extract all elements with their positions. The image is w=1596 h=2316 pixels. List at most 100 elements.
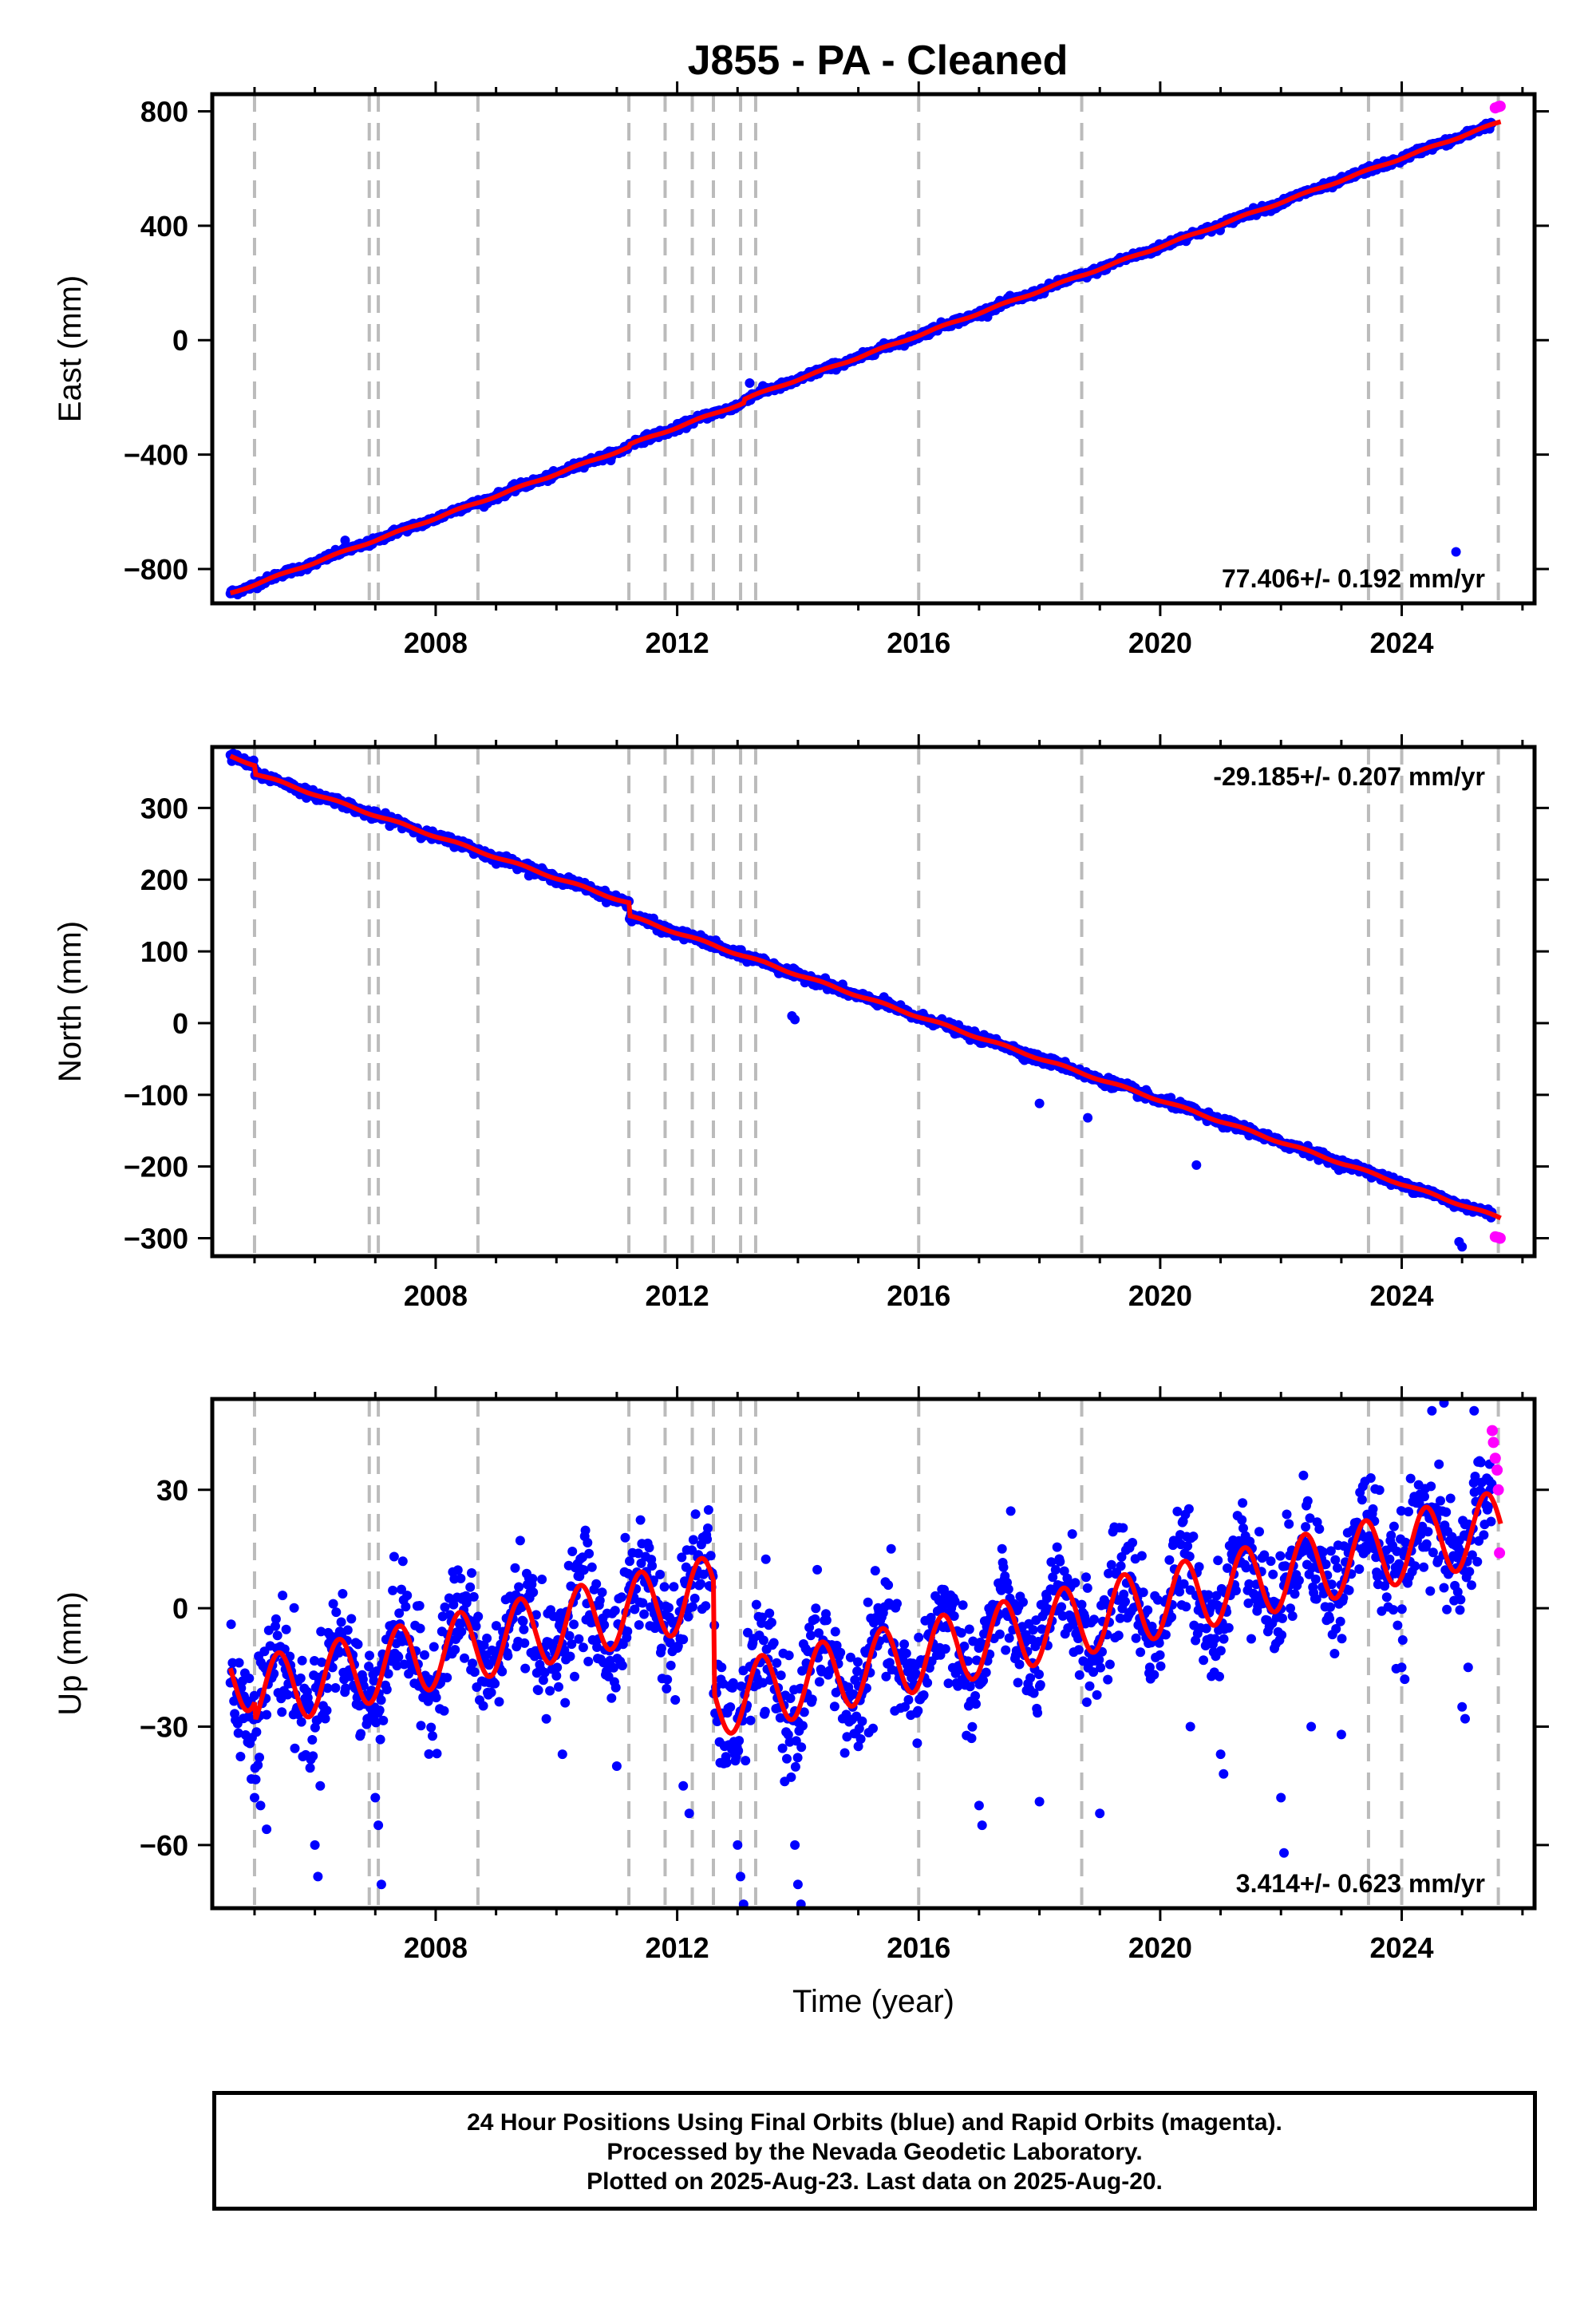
chart-title: J855 - PA - Cleaned	[687, 38, 1069, 84]
up-point-407	[520, 1663, 531, 1674]
up-point-842	[836, 1647, 846, 1658]
up-point-191	[364, 1662, 374, 1672]
north-y-tick-label-6: 300	[140, 792, 188, 824]
up-point-375	[497, 1666, 508, 1677]
up-point-405	[519, 1624, 529, 1634]
up-point-38	[253, 1760, 263, 1770]
up-point-1282	[1154, 1638, 1164, 1648]
up-point-1258	[1136, 1551, 1147, 1561]
up-point-612	[669, 1582, 679, 1592]
up-point-1062	[994, 1629, 1005, 1639]
up-point-912	[886, 1543, 896, 1554]
east-panel: 2008 2012 2016 2020 2024−800−4000400800East …	[53, 81, 1549, 659]
up-point-1275	[1149, 1670, 1159, 1680]
up-point-65	[272, 1630, 282, 1641]
up-point-474	[569, 1619, 579, 1630]
up-point-991	[943, 1678, 954, 1689]
up-point-284	[431, 1693, 441, 1703]
up-point-649	[696, 1579, 705, 1589]
up-point-99	[297, 1655, 307, 1666]
up-point-1064	[996, 1585, 1006, 1595]
up-point-141	[327, 1662, 338, 1673]
up-point-711	[741, 1756, 751, 1766]
up-point-89	[290, 1743, 300, 1753]
up-point-948	[912, 1738, 922, 1749]
up-point-571	[639, 1609, 650, 1619]
up-point-314	[452, 1565, 463, 1575]
up-point-142	[328, 1599, 338, 1609]
up-point-334	[468, 1658, 477, 1669]
up-point-342	[473, 1611, 484, 1622]
up-point-599	[659, 1582, 670, 1592]
up-point-131	[320, 1713, 330, 1724]
up-point-299	[442, 1673, 452, 1683]
up-point-658	[702, 1534, 713, 1544]
up-point-1214	[1104, 1659, 1115, 1670]
up-point-441	[545, 1686, 555, 1696]
up-point-1245	[1128, 1538, 1138, 1547]
up-point-110	[305, 1763, 315, 1773]
up-point-827	[824, 1666, 835, 1676]
up-point-216	[381, 1685, 392, 1694]
up-point-233	[394, 1608, 405, 1618]
up-point-244	[402, 1591, 413, 1601]
east-x-tick-label-2012: 2012	[646, 626, 709, 659]
up-point-1235	[1120, 1596, 1130, 1607]
up-point-281	[429, 1642, 439, 1652]
up-point-155	[338, 1589, 348, 1599]
east-outlier-2	[745, 378, 755, 388]
up-point-167	[346, 1614, 357, 1624]
up-point-685	[721, 1757, 732, 1768]
north-plot-frame	[210, 745, 1537, 1259]
up-point-1067	[998, 1562, 1009, 1572]
up-point-1087	[1013, 1678, 1023, 1688]
up-point-890	[870, 1566, 880, 1576]
up-point-126	[317, 1657, 327, 1667]
up-point-180	[356, 1729, 366, 1739]
up-point-950	[914, 1632, 924, 1642]
up-point-226	[389, 1551, 399, 1562]
up-point-360	[486, 1687, 496, 1697]
up-point-629	[681, 1562, 691, 1572]
east-y-tick-label-3: 400	[140, 210, 188, 243]
up-point-860	[848, 1689, 859, 1699]
up-point-1226	[1113, 1630, 1124, 1641]
east-outlier-0	[1451, 547, 1461, 557]
up-point-1201	[1096, 1662, 1106, 1673]
up-point-1182	[1081, 1697, 1092, 1707]
up-point-774	[786, 1772, 796, 1782]
up-point-1233	[1119, 1589, 1129, 1599]
up-point-1070	[1001, 1645, 1011, 1655]
up-point-985	[939, 1584, 949, 1595]
up-point-734	[757, 1612, 768, 1622]
up-point-331	[465, 1582, 476, 1592]
up-point-1171	[1073, 1645, 1084, 1655]
east-x-tick-label-2024: 2024	[1369, 626, 1433, 659]
east-x-tick-label-2008: 2008	[404, 626, 468, 659]
up-point-1272	[1147, 1622, 1157, 1631]
north-y-tick-label-2: −100	[124, 1079, 188, 1112]
up-point-461	[559, 1645, 570, 1655]
up-point-516	[599, 1620, 610, 1630]
up-point-957	[918, 1690, 929, 1700]
up-point-1175	[1077, 1599, 1087, 1610]
up-point-659	[703, 1523, 713, 1533]
up-point-88	[289, 1603, 299, 1613]
north-y-tick-label-3: 0	[172, 1007, 188, 1040]
up-point-230	[392, 1661, 402, 1671]
up-point-133	[322, 1705, 332, 1716]
up-point-206	[374, 1705, 385, 1715]
up-point-1020	[964, 1624, 974, 1634]
east-y-tick-label-4: 800	[140, 96, 188, 128]
up-point-451	[552, 1662, 563, 1673]
up-point-678	[717, 1662, 727, 1673]
up-point-494	[583, 1656, 594, 1666]
up-point-856	[845, 1652, 855, 1662]
up-point-1199	[1094, 1654, 1104, 1665]
up-point-1141	[1052, 1542, 1062, 1552]
north-y-tick-label-1: −200	[124, 1151, 188, 1184]
up-point-614	[670, 1695, 681, 1705]
up-point-1181	[1081, 1572, 1091, 1583]
up-point-801	[806, 1630, 816, 1641]
up-point-582	[647, 1561, 658, 1571]
